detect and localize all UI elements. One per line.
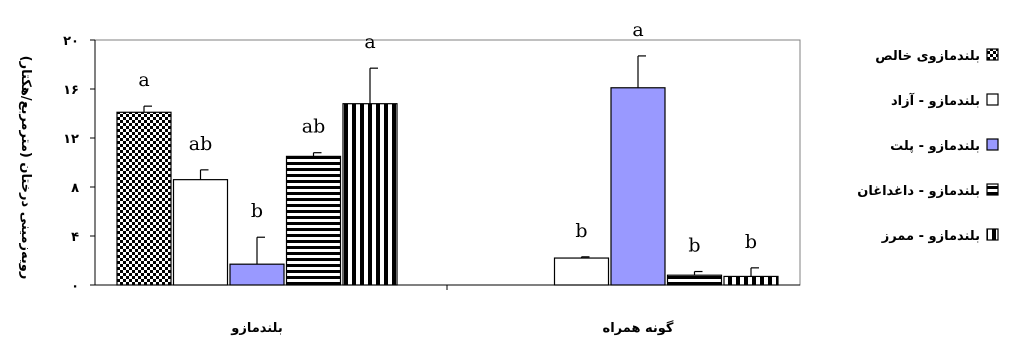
bar [553, 257, 610, 286]
significance-letter: b [251, 200, 263, 222]
bar [342, 103, 398, 286]
bar [723, 275, 779, 286]
y-axis-title: رویه‌زمینی درختان (مترمربع/هکتار) [18, 56, 33, 280]
legend: بلندمازوی خالص بلندمازو - آزاد بلندمازو - … [857, 48, 999, 244]
significance-letter: b [745, 231, 757, 253]
bar [285, 155, 342, 286]
y-tick-label: ۸ [71, 181, 79, 196]
bar [610, 87, 666, 286]
significance-letter: a [632, 19, 643, 41]
significance-letter: ab [302, 116, 326, 138]
legend-label: بلندمازو - پلت [890, 139, 980, 154]
legend-label: بلندمازو - آزاد [891, 92, 980, 109]
legend-swatch [986, 183, 999, 196]
x-category-label: بلندمازو [230, 321, 283, 336]
x-category-label: گونه همراه [603, 320, 674, 336]
bar [172, 179, 229, 286]
bar [229, 263, 285, 286]
y-tick-label: ۰ [71, 279, 79, 294]
legend-label: بلندمازوی خالص [875, 49, 980, 64]
y-tick-label: ۱۶ [63, 83, 79, 98]
bar [666, 274, 723, 286]
legend-label: بلندمازو - داغداغان [857, 184, 980, 199]
legend-swatch [986, 228, 999, 241]
legend-swatch [986, 48, 999, 61]
significance-letter: b [575, 220, 587, 242]
y-tick-label: ۴ [71, 230, 79, 245]
significance-letter: a [364, 31, 375, 53]
y-tick-label: ۱۲ [63, 132, 79, 147]
legend-label: بلندمازو - ممرز [881, 229, 980, 244]
significance-letter: a [138, 69, 149, 91]
bars [116, 55, 779, 286]
axes: ۰ ۴ ۸ ۱۲ ۱۶ ۲۰ بلندمازو گونه همراه رویه‌زمینی در… [18, 34, 801, 336]
y-tick-label: ۲۰ [63, 34, 79, 49]
significance-letter: b [688, 235, 700, 257]
legend-swatch [986, 138, 999, 151]
bar [116, 111, 172, 286]
legend-swatch [986, 93, 999, 106]
significance-letter: ab [189, 133, 213, 155]
